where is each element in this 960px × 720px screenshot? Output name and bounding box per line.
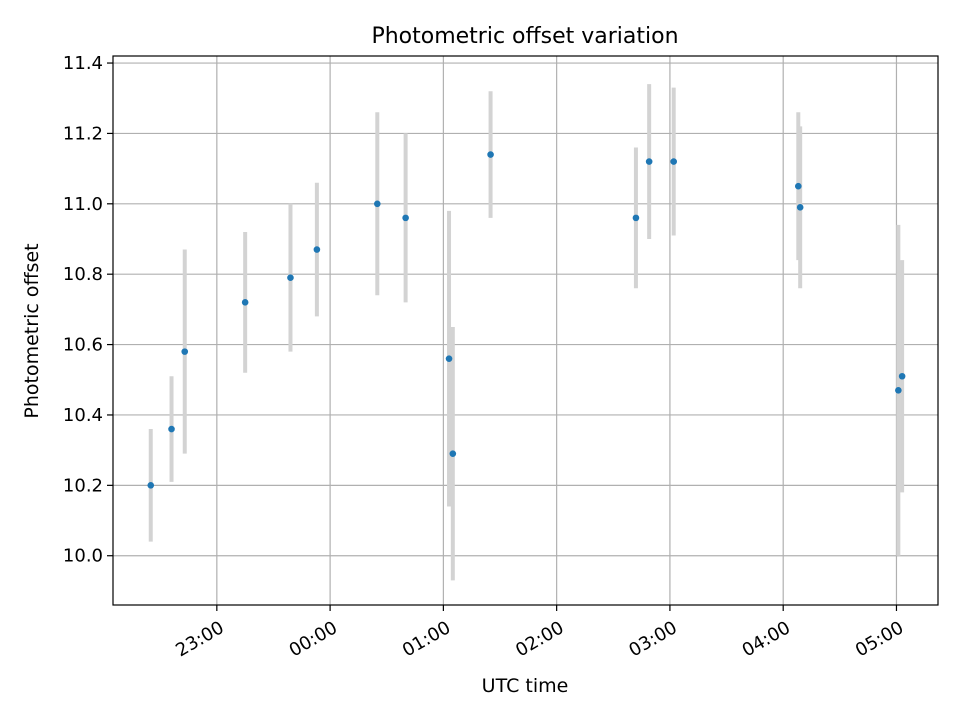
x-tick-label: 23:00 — [172, 617, 227, 661]
y-tick-label: 10.6 — [63, 335, 103, 356]
data-point — [168, 425, 175, 433]
y-tick-label: 11.4 — [63, 53, 103, 74]
data-point — [796, 204, 804, 211]
y-tick-label: 10.4 — [63, 405, 103, 426]
y-tick-label: 10.8 — [63, 264, 103, 285]
data-point — [449, 450, 457, 457]
data-point — [181, 348, 189, 355]
data-point — [445, 355, 453, 362]
data-point — [898, 372, 906, 380]
x-tick-label: 05:00 — [852, 617, 907, 661]
data-point — [794, 182, 802, 190]
x-tick-label: 02:00 — [512, 617, 567, 661]
y-axis-label: Photometric offset — [21, 243, 43, 418]
data-point — [632, 214, 640, 222]
data-point — [313, 246, 321, 253]
data-points — [147, 151, 906, 489]
data-point — [895, 387, 902, 394]
x-tick-label: 04:00 — [739, 617, 794, 661]
data-point — [402, 214, 409, 222]
error-bars — [148, 84, 905, 581]
y-tick-label: 10.2 — [63, 475, 103, 496]
chart-title: Photometric offset variation — [371, 24, 678, 49]
data-point — [287, 274, 294, 282]
data-point — [241, 299, 249, 306]
data-point — [670, 158, 677, 165]
y-tick-label: 10.0 — [63, 546, 103, 567]
x-axis-label: UTC time — [482, 675, 569, 697]
grid — [113, 56, 938, 605]
data-point — [147, 482, 155, 489]
x-axis-ticks: 23:00 00:00 01:00 02:00 03:00 04:00 05:00 — [172, 605, 907, 661]
x-tick-label: 01:00 — [399, 617, 454, 661]
x-tick-label: 03:00 — [625, 617, 680, 661]
data-point — [487, 151, 494, 158]
data-point — [374, 200, 381, 208]
data-point — [645, 158, 653, 165]
plot-frame — [112, 55, 939, 606]
y-axis-ticks: 10.0 10.2 10.4 10.6 10.8 11.0 11.2 11.4 — [63, 53, 113, 567]
y-tick-label: 11.0 — [63, 194, 103, 215]
x-tick-label: 00:00 — [286, 617, 341, 661]
y-tick-label: 11.2 — [63, 123, 103, 144]
